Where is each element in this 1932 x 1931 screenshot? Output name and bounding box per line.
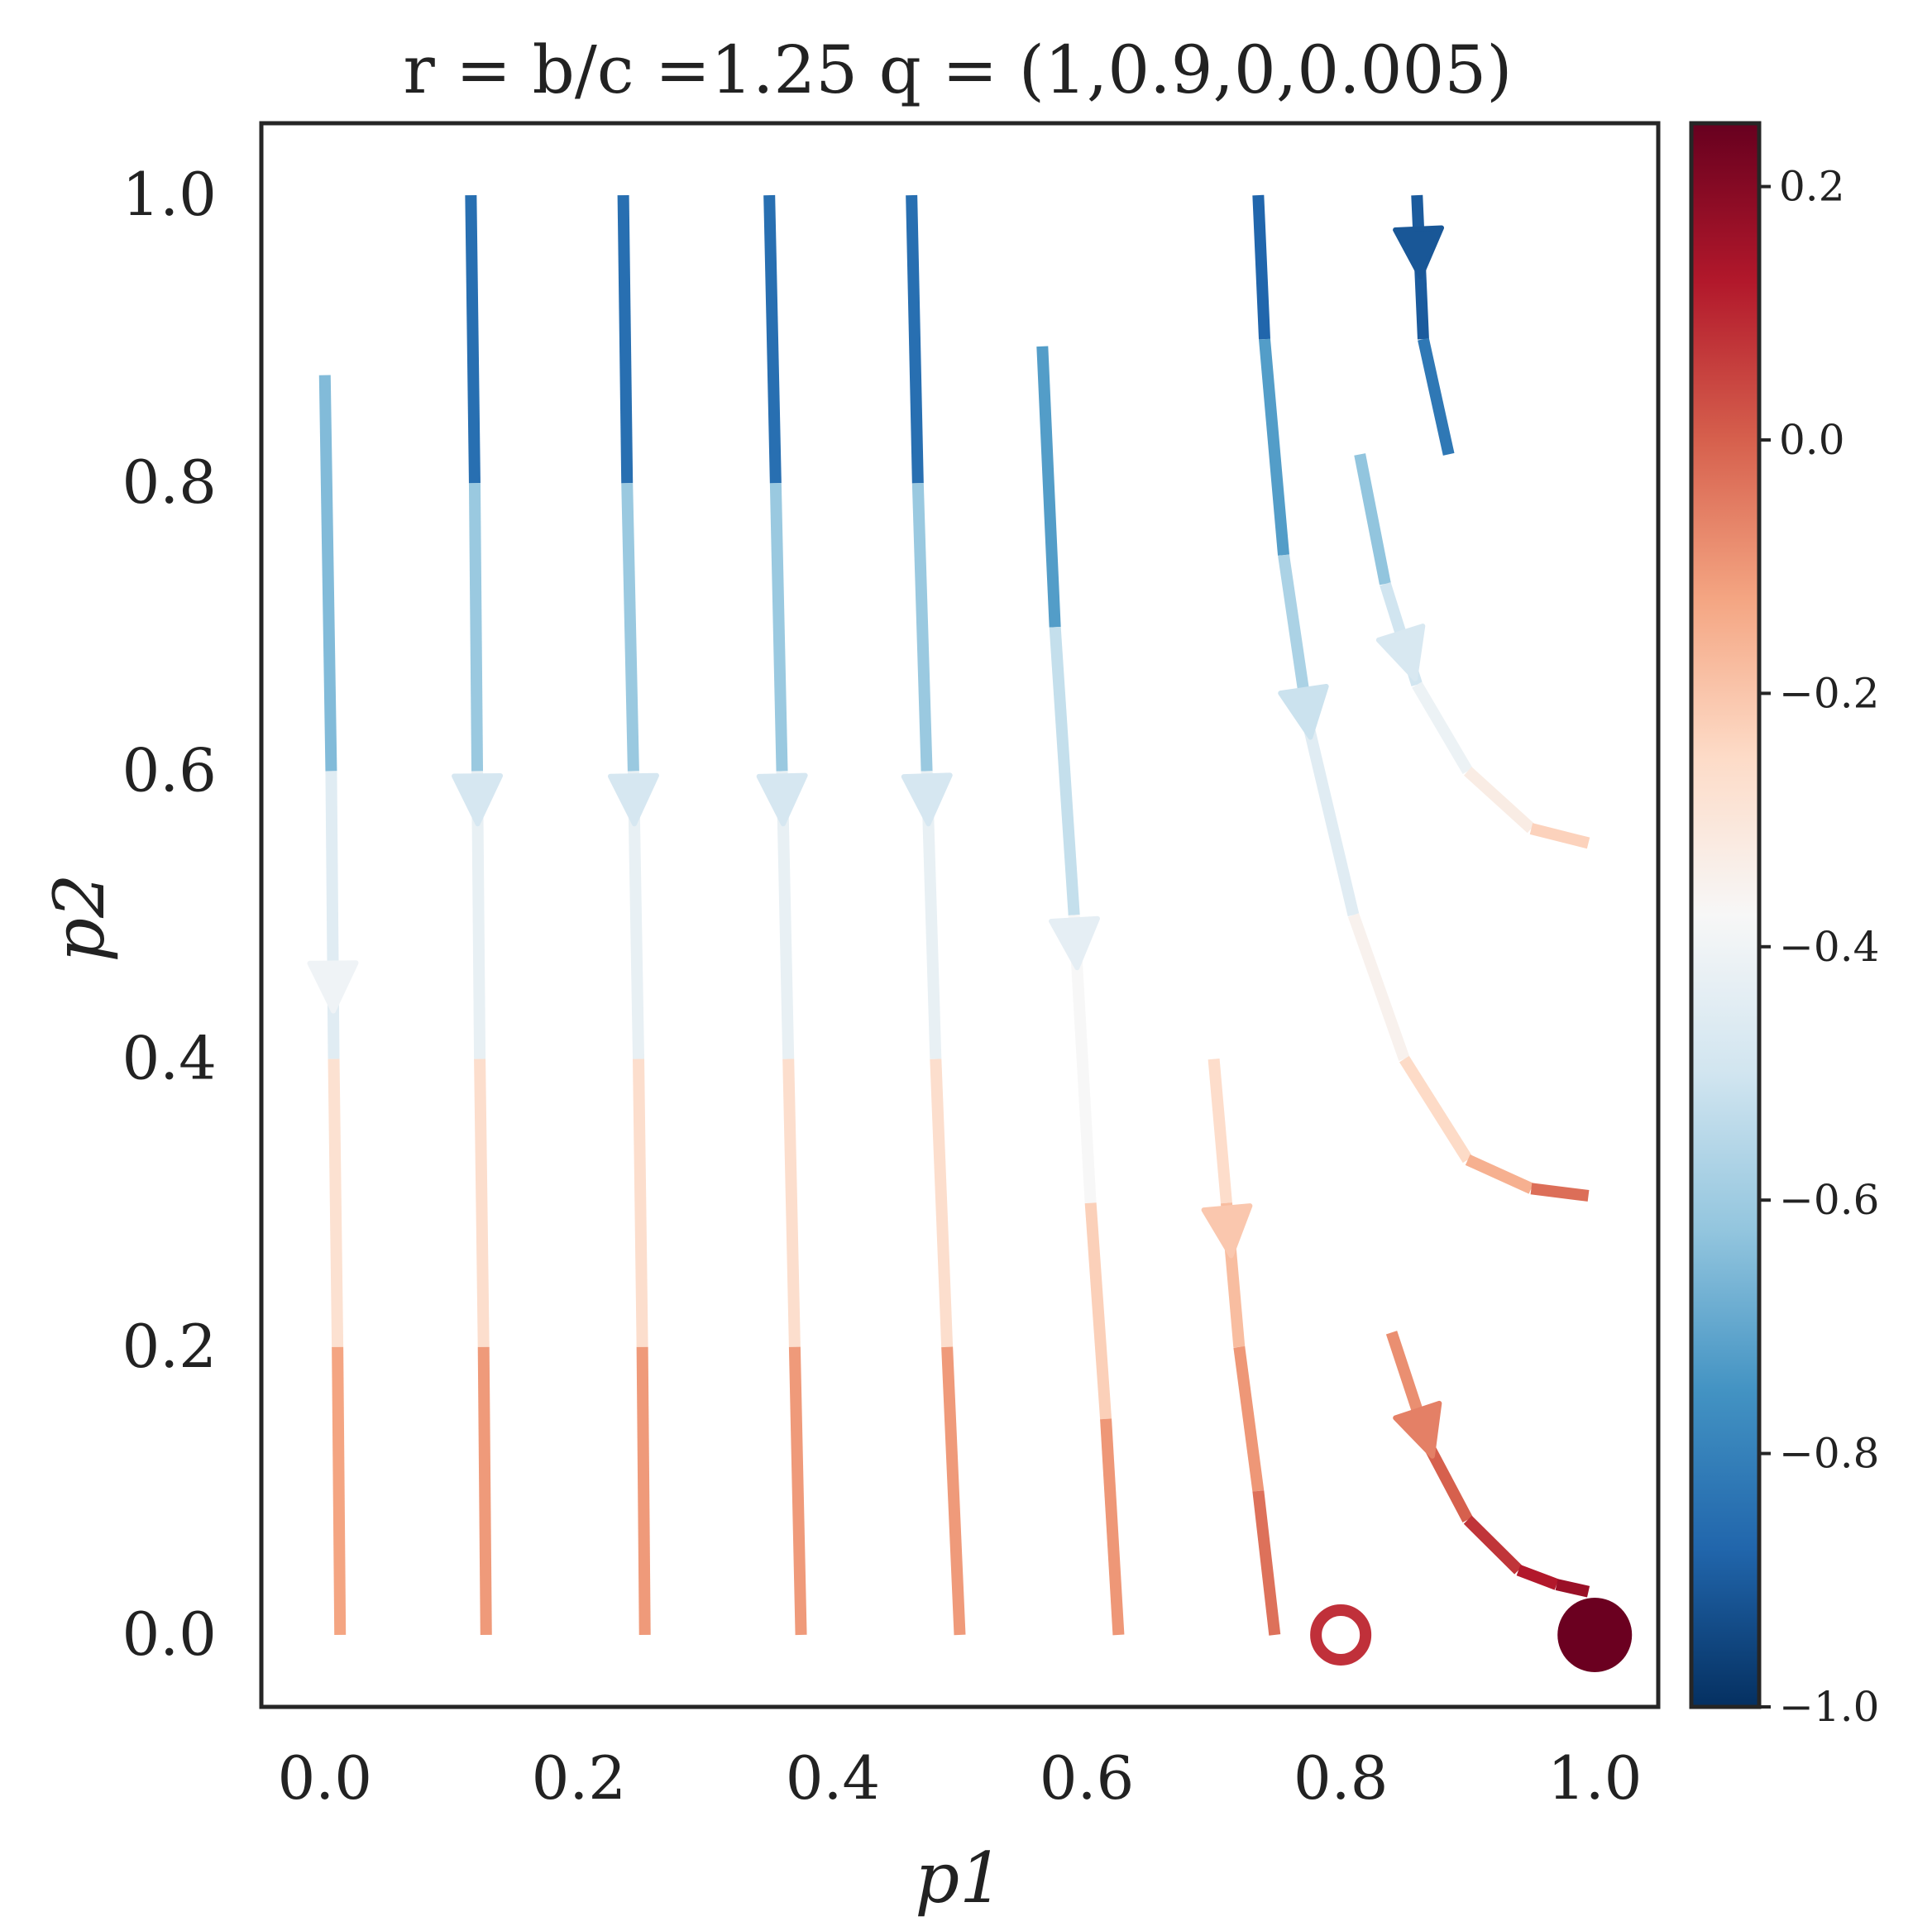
streamline (901, 194, 966, 1636)
streamline-segment (782, 1059, 801, 1347)
y-tick-label: 1.0 (122, 160, 217, 229)
streamline-segment (1049, 626, 1080, 915)
streamline-arrow (1278, 684, 1329, 740)
streamlines (307, 194, 1590, 1636)
streamline-segment (1259, 338, 1290, 556)
colorbar-tick-label: −0.2 (1779, 669, 1879, 717)
streamline-segment (1463, 1515, 1523, 1575)
streamline-segment (1516, 1565, 1559, 1590)
streamline (1201, 1058, 1281, 1636)
y-tick-label: 0.6 (122, 735, 217, 805)
colorbar-tick-label: −0.8 (1779, 1430, 1879, 1478)
streamline-segment (468, 483, 484, 772)
streamline-segment (769, 483, 788, 772)
streamline-segment (474, 1059, 490, 1347)
streamline-arrow (452, 772, 504, 827)
streamline-segment (1418, 337, 1455, 456)
x-tick-label: 0.2 (532, 1743, 627, 1813)
streamline-segment (318, 375, 337, 772)
streamline-arrow (607, 772, 659, 827)
streamline-segment (1303, 726, 1360, 917)
streamline (1385, 1331, 1590, 1598)
streamline-segment (1252, 1490, 1281, 1636)
streamline-arrow (307, 960, 359, 1014)
streamline-segment (328, 1059, 344, 1347)
x-tick-label: 0.6 (1040, 1743, 1135, 1813)
streamline-segment (1412, 681, 1473, 774)
colorbar-tick-label: 0.2 (1779, 163, 1845, 211)
streamline-segment (325, 771, 340, 1059)
streamline-segment (1465, 1154, 1534, 1194)
streamline (1252, 194, 1590, 1202)
streamline-segment (788, 1346, 807, 1636)
stable-fixed-point (1557, 1597, 1633, 1672)
colorbar-tick-label: −0.4 (1779, 923, 1879, 971)
colorbar: 0.2 0.0 −0.2 −0.4 −0.6 −0.8 −1.0 (1689, 121, 1879, 1731)
streamline-segment (477, 1346, 492, 1636)
y-tick-label: 0.8 (122, 447, 217, 517)
streamline-segment (1399, 1055, 1473, 1164)
x-axis-ticks: 0.0 0.2 0.4 0.6 0.8 1.0 (278, 1743, 1643, 1813)
x-tick-label: 0.0 (278, 1743, 373, 1813)
streamline-segment (1233, 1345, 1265, 1492)
y-tick-label: 0.4 (122, 1024, 217, 1093)
streamline (452, 194, 504, 1636)
colorbar-tick-label: −1.0 (1779, 1683, 1879, 1731)
y-axis-label: p2 (39, 873, 120, 962)
streamline-arrow (1393, 1400, 1442, 1459)
streamline-segment (332, 1346, 347, 1636)
streamline (1393, 194, 1455, 456)
streamline-segment (941, 1346, 966, 1636)
streamline (756, 194, 808, 1636)
streamline-arrow (1375, 624, 1426, 681)
streamline-segment (1036, 346, 1061, 628)
streamline-segment (617, 194, 634, 484)
streamline-segment (906, 194, 924, 484)
chart-title: r = b/c =1.25 q = (1,0.9,0,0.005) (404, 31, 1513, 108)
x-axis-label: p1 (915, 1838, 1003, 1919)
unstable-fixed-point (1310, 1604, 1372, 1666)
streamline-arrow (1393, 225, 1445, 280)
streamline-segment (1424, 1445, 1473, 1522)
streamline-segment (763, 194, 782, 484)
streamline-arrow (901, 772, 953, 827)
colorbar-tick-label: −0.6 (1779, 1176, 1879, 1224)
streamline-segment (636, 1346, 651, 1636)
plot-area (259, 121, 1661, 1709)
streamline-arrow (1049, 915, 1100, 971)
colorbar-tick-label: 0.0 (1779, 416, 1845, 464)
x-tick-label: 1.0 (1547, 1743, 1643, 1813)
streamline-segment (1530, 1183, 1590, 1202)
x-tick-label: 0.8 (1294, 1743, 1389, 1813)
streamline-arrow (756, 772, 808, 827)
y-tick-label: 0.0 (122, 1599, 217, 1669)
streamline-segment (1084, 1202, 1112, 1420)
streamline-segment (621, 483, 639, 772)
streamline-segment (1354, 453, 1391, 586)
streamline (1036, 346, 1125, 1636)
y-axis-ticks: 0.0 0.2 0.4 0.6 0.8 1.0 (122, 160, 217, 1669)
streamline-segment (1347, 913, 1410, 1061)
streamline-segment (911, 483, 933, 772)
streamline (307, 375, 359, 1636)
streamline (607, 194, 659, 1636)
colorbar-gradient (1689, 121, 1762, 1709)
streamline-segment (633, 1059, 648, 1347)
streamline-arrow (1201, 1203, 1253, 1259)
colorbar-ticks: 0.2 0.0 −0.2 −0.4 −0.6 −0.8 −1.0 (1759, 163, 1879, 1731)
streamline-segment (1529, 823, 1590, 849)
streamline-segment (1463, 767, 1536, 834)
streamline-segment (1555, 1579, 1590, 1598)
streamline-segment (1100, 1418, 1125, 1636)
streamline-segment (1208, 1058, 1232, 1204)
y-tick-label: 0.2 (122, 1312, 217, 1381)
streamline-segment (930, 1059, 954, 1348)
fixed-points (1310, 1597, 1633, 1672)
plot-frame (259, 121, 1661, 1709)
x-tick-label: 0.4 (786, 1743, 881, 1813)
streamline (1354, 453, 1590, 849)
streamline-segment (465, 194, 481, 484)
streamline-segment (1252, 194, 1271, 340)
